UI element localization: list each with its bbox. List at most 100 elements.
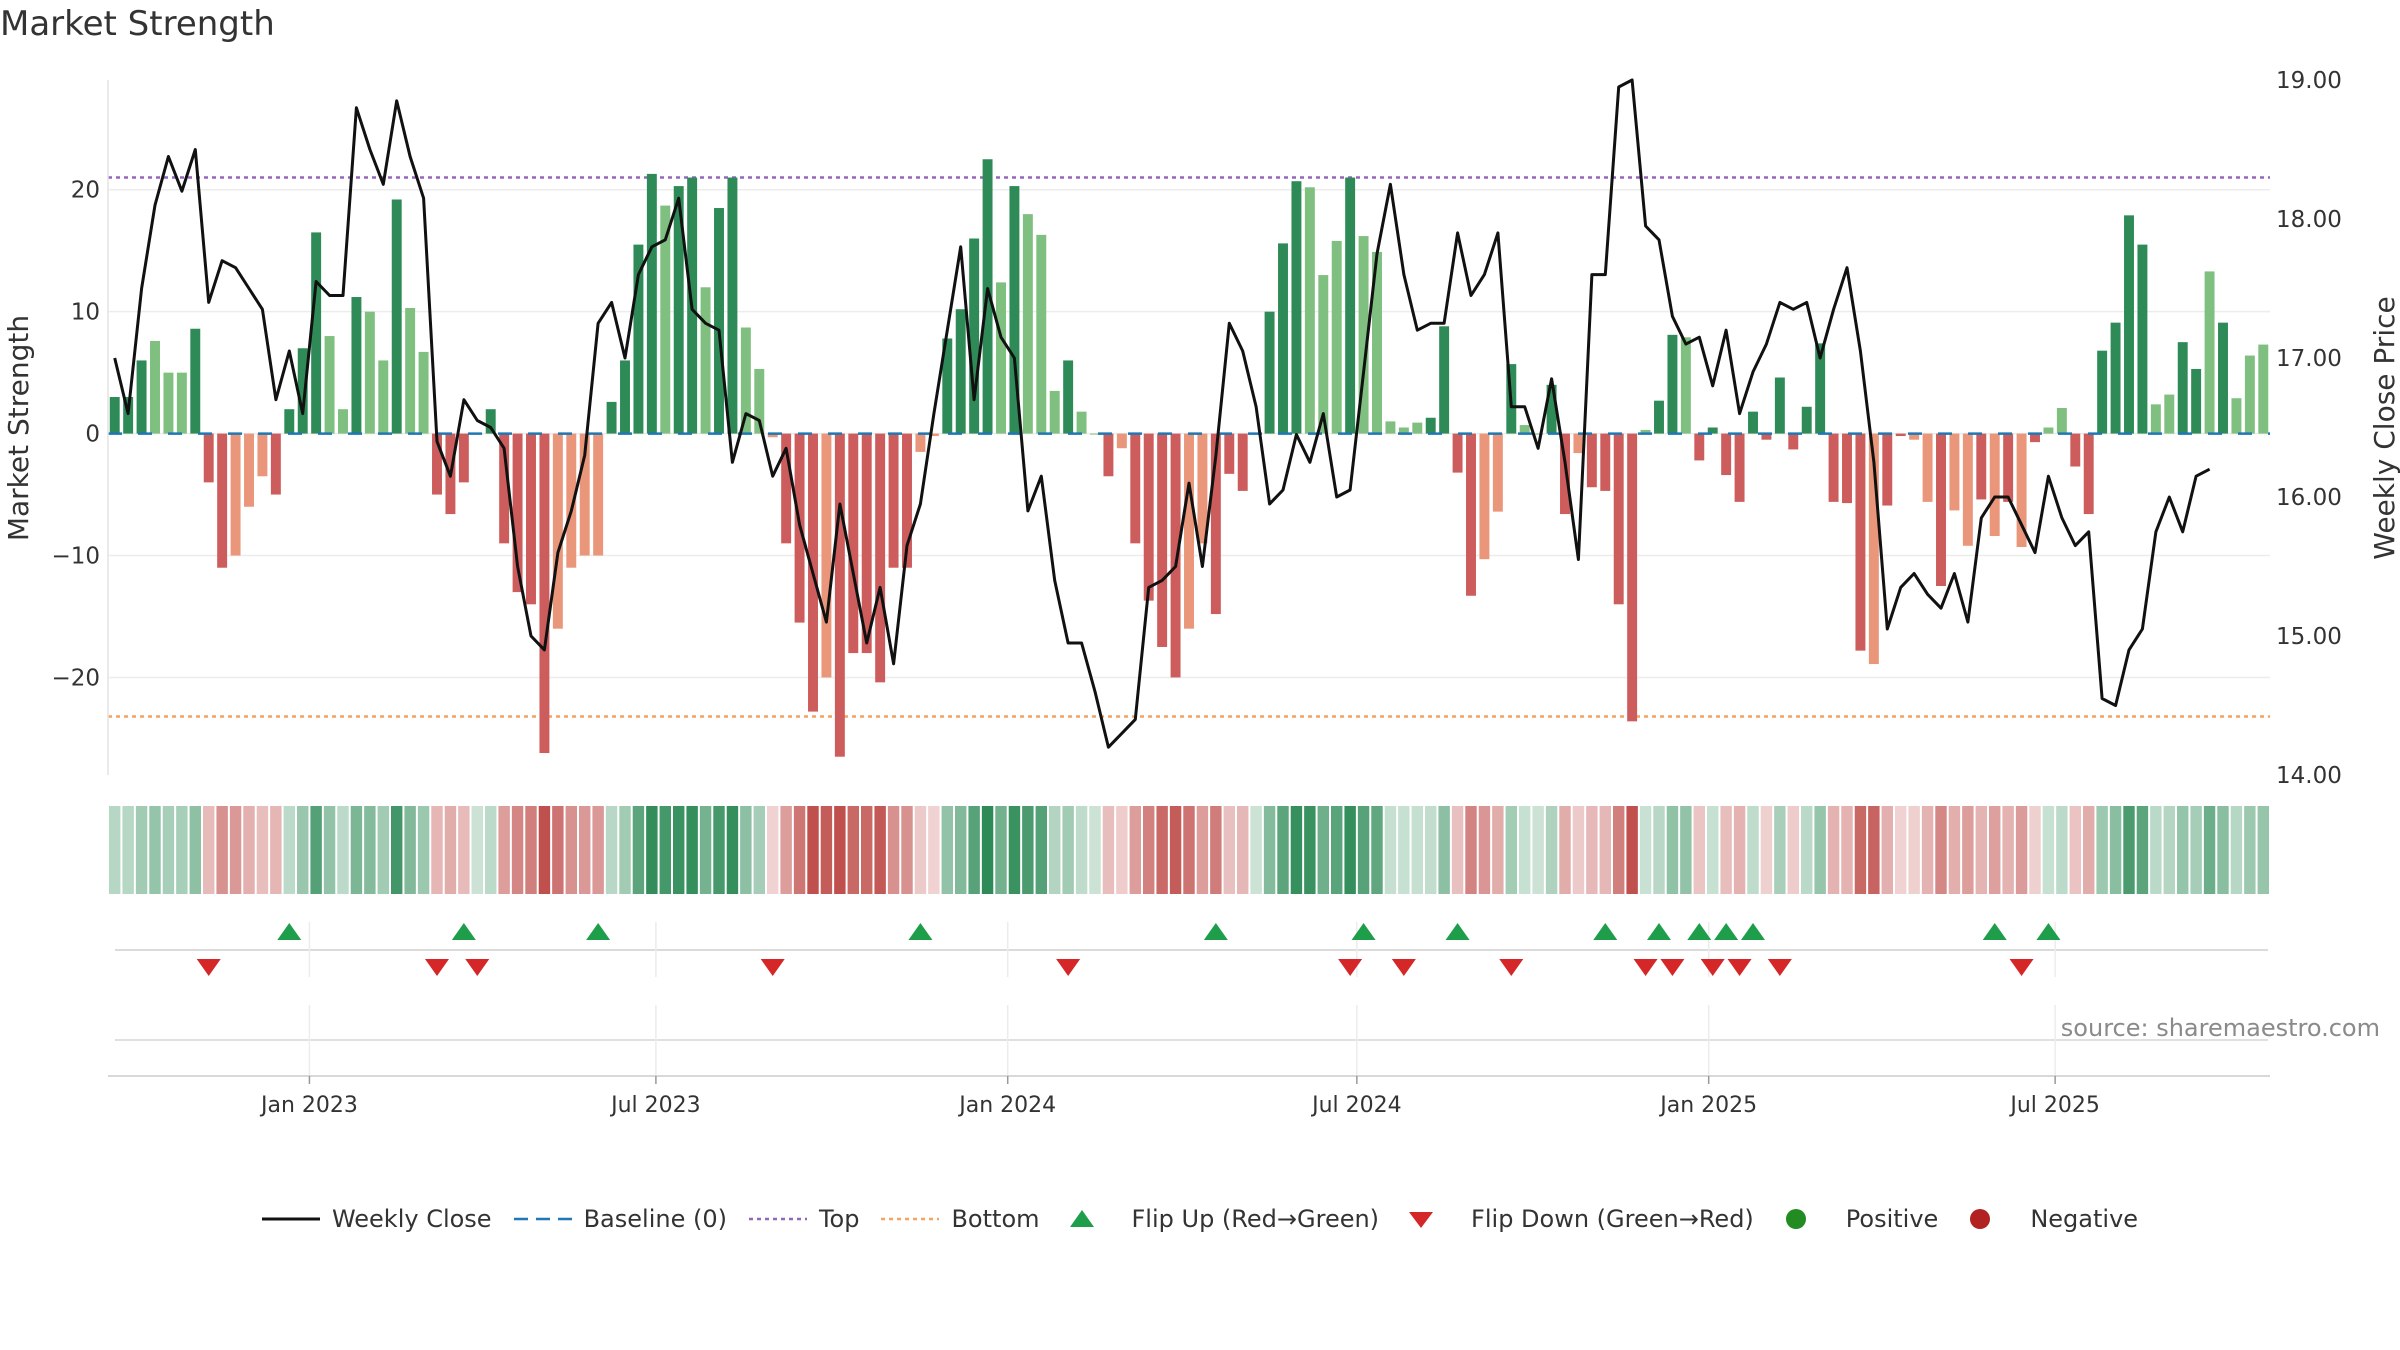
heat-cell	[1827, 806, 1840, 894]
strength-bar	[2218, 322, 2228, 434]
heat-cell	[941, 806, 953, 894]
strength-bar	[1197, 433, 1208, 544]
heat-cell	[1720, 806, 1732, 894]
heat-cell	[552, 806, 564, 894]
heat-cell	[176, 806, 188, 894]
strength-bar	[2137, 244, 2148, 434]
heat-cell	[1841, 806, 1853, 894]
heat-cell	[1707, 806, 1719, 894]
strength-bar	[620, 360, 630, 434]
heat-cell	[1438, 806, 1450, 894]
strength-bar	[1157, 433, 1168, 647]
x-tick-label: Jan 2025	[1658, 1093, 1757, 1118]
strength-bar	[1922, 433, 1933, 502]
heat-cell	[686, 806, 698, 894]
strength-bar	[996, 282, 1006, 434]
legend-negative[interactable]: Negative	[1960, 1205, 2138, 1233]
heat-cell	[740, 806, 752, 894]
heat-cell	[1371, 806, 1383, 894]
flip-down-marker	[425, 959, 449, 976]
strength-bar	[2164, 394, 2175, 434]
strength-bar	[1090, 433, 1100, 435]
strength-bar	[1855, 433, 1866, 651]
heat-cell	[216, 806, 228, 894]
dotted-line-icon	[881, 1217, 940, 1221]
weekly-close-line	[113, 78, 2211, 749]
strength-bar	[1304, 187, 1315, 434]
heat-cell	[646, 806, 658, 894]
strength-bar	[1022, 214, 1033, 434]
heat-cell	[1492, 806, 1504, 894]
legend-label: Negative	[2030, 1205, 2139, 1233]
flip-up-marker	[1647, 923, 1671, 940]
strength-bar	[458, 433, 469, 483]
heat-cell	[1129, 806, 1141, 894]
heat-cell	[1357, 806, 1370, 894]
legend-flip-down[interactable]: Flip Down (Green→Red)	[1401, 1205, 1754, 1233]
heat-cell	[1962, 806, 1974, 894]
heat-cell	[1250, 806, 1262, 894]
legend-bottom[interactable]: Bottom	[881, 1205, 1040, 1233]
strength-bar	[324, 336, 335, 434]
heat-cell	[1921, 806, 1934, 894]
heat-cell	[364, 806, 376, 894]
strength-bar	[163, 372, 174, 434]
flip-down-marker	[1633, 959, 1658, 976]
heat-cell	[1062, 806, 1074, 894]
strength-bar	[1264, 311, 1275, 434]
legend-positive[interactable]: Positive	[1776, 1205, 1938, 1233]
strength-bar	[1170, 433, 1181, 678]
heat-cell	[2002, 806, 2014, 894]
strength-bar	[1707, 427, 1718, 434]
heat-cell	[2217, 806, 2229, 894]
heat-cell	[270, 806, 282, 894]
x-tick-label: Jan 2024	[957, 1093, 1056, 1118]
strength-bar	[1761, 433, 1772, 440]
heat-cell	[1935, 806, 1947, 894]
strength-bar	[1573, 433, 1584, 454]
heat-cell	[928, 806, 940, 894]
strength-bar	[861, 433, 872, 654]
strength-bar	[969, 238, 980, 434]
strength-bar	[1291, 181, 1302, 434]
heat-cell	[2015, 806, 2028, 894]
strength-bar	[136, 360, 147, 434]
heat-cell	[1693, 806, 1705, 894]
heat-cell	[861, 806, 873, 894]
strength-bar	[1372, 251, 1382, 434]
legend-top[interactable]: Top	[748, 1205, 859, 1233]
heat-cell	[1814, 806, 1826, 894]
heat-cell	[337, 806, 349, 894]
strength-bar	[311, 232, 322, 434]
x-axis: Jan 2023 Jul 2023 Jan 2024 Jul 2024 Jan 2025…	[108, 1075, 2270, 1118]
line-icon	[261, 1217, 320, 1221]
heat-cell	[1183, 806, 1195, 894]
legend-weekly-close[interactable]: Weekly Close	[261, 1205, 492, 1233]
heat-cell	[1465, 806, 1477, 894]
strength-bar	[1667, 334, 1678, 434]
strength-bar	[848, 433, 859, 654]
heat-cell	[2163, 806, 2175, 894]
heat-cell	[1398, 806, 1410, 894]
strength-bar	[1452, 433, 1463, 473]
heat-cell	[2257, 806, 2269, 894]
strength-bar	[1788, 433, 1799, 450]
strength-bar	[1425, 417, 1436, 434]
heat-cell	[2123, 806, 2135, 894]
heat-cell	[1304, 806, 1316, 894]
flip-down-marker	[1499, 959, 1524, 976]
y-tick-label-left: 0	[85, 422, 100, 448]
heat-cell	[203, 806, 215, 894]
heat-cell	[1331, 806, 1343, 894]
y-tick-label-right: 18.00	[2276, 207, 2342, 233]
strength-bar	[1600, 433, 1611, 491]
legend-baseline[interactable]: Baseline (0)	[513, 1205, 727, 1233]
y-tick-label-right: 16.00	[2276, 485, 2342, 511]
heat-cell	[2056, 806, 2068, 894]
heat-cell	[149, 806, 161, 894]
legend-flip-up[interactable]: Flip Up (Red→Green)	[1062, 1205, 1379, 1233]
y-tick-label-right: 15.00	[2276, 624, 2342, 650]
heat-cell	[1102, 806, 1115, 894]
strength-bar	[1345, 177, 1356, 434]
heat-cell	[1317, 806, 1329, 894]
